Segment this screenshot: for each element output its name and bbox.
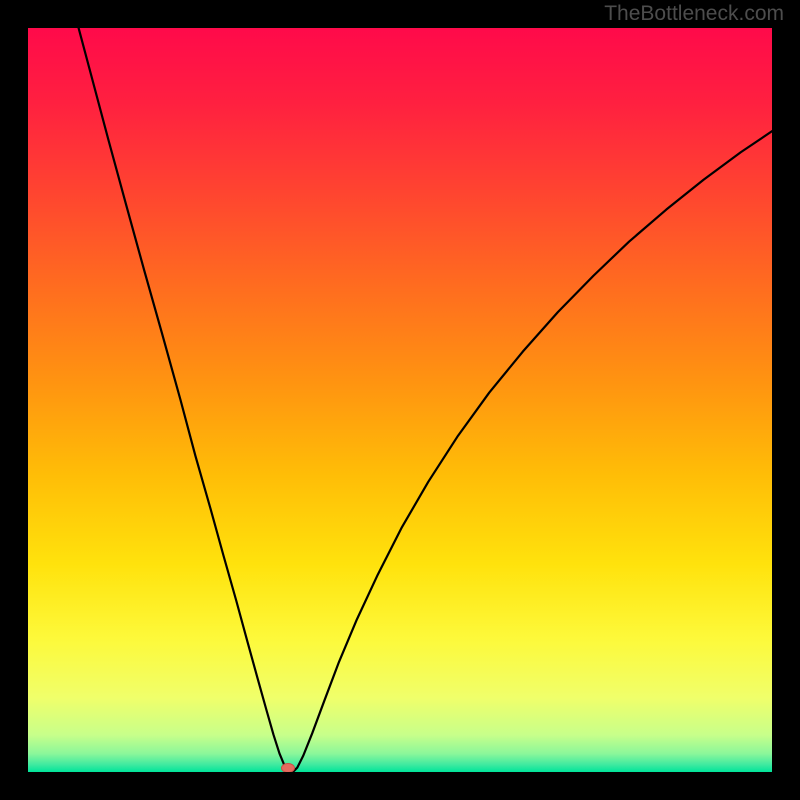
minimum-marker xyxy=(281,763,295,772)
plot-area xyxy=(28,28,772,772)
curve-line xyxy=(28,28,772,772)
watermark-text: TheBottleneck.com xyxy=(604,2,784,26)
